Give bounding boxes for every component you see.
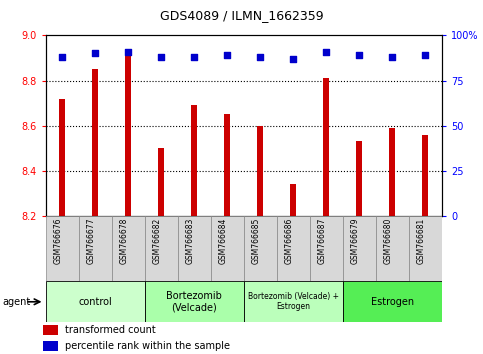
Bar	[92, 69, 99, 216]
Bar	[257, 126, 263, 216]
Point	[256, 54, 264, 60]
Bar	[244, 281, 343, 322]
Bar	[356, 142, 362, 216]
Bar	[211, 216, 244, 281]
Bar	[79, 216, 112, 281]
Point	[355, 52, 363, 58]
Bar	[225, 114, 230, 216]
Point	[91, 51, 99, 56]
Point	[289, 56, 297, 62]
Text: GSM766685: GSM766685	[252, 218, 260, 264]
Point	[190, 54, 198, 60]
Bar	[145, 281, 244, 322]
Text: GSM766683: GSM766683	[185, 218, 194, 264]
Bar	[310, 216, 343, 281]
Text: GSM766682: GSM766682	[153, 218, 161, 264]
Bar	[145, 216, 178, 281]
Text: GSM766676: GSM766676	[54, 218, 62, 264]
Text: GSM766681: GSM766681	[416, 218, 426, 264]
Bar	[409, 216, 442, 281]
Bar	[46, 281, 145, 322]
Text: GSM766680: GSM766680	[384, 218, 392, 264]
Text: percentile rank within the sample: percentile rank within the sample	[65, 341, 230, 351]
Text: transformed count: transformed count	[65, 325, 156, 335]
Point	[323, 49, 330, 55]
Text: agent: agent	[2, 297, 30, 307]
Point	[422, 52, 429, 58]
Text: Bortezomib
(Velcade): Bortezomib (Velcade)	[167, 291, 222, 313]
Bar	[343, 281, 442, 322]
Text: GSM766677: GSM766677	[86, 218, 95, 264]
Text: GSM766687: GSM766687	[317, 218, 327, 264]
Bar	[324, 78, 329, 216]
Bar	[343, 216, 376, 281]
Bar	[244, 216, 277, 281]
Bar	[43, 341, 58, 351]
Point	[224, 52, 231, 58]
Text: GDS4089 / ILMN_1662359: GDS4089 / ILMN_1662359	[160, 9, 323, 22]
Bar	[423, 135, 428, 216]
Bar	[277, 216, 310, 281]
Point	[388, 54, 396, 60]
Bar	[112, 216, 145, 281]
Text: GSM766679: GSM766679	[351, 218, 359, 264]
Text: Estrogen: Estrogen	[371, 297, 414, 307]
Text: GSM766686: GSM766686	[284, 218, 293, 264]
Bar	[158, 148, 164, 216]
Point	[58, 54, 66, 60]
Text: GSM766684: GSM766684	[218, 218, 227, 264]
Bar	[46, 216, 79, 281]
Bar	[126, 56, 131, 216]
Bar	[43, 325, 58, 335]
Text: GSM766678: GSM766678	[119, 218, 128, 264]
Text: Bortezomib (Velcade) +
Estrogen: Bortezomib (Velcade) + Estrogen	[248, 292, 339, 312]
Bar	[290, 184, 297, 216]
Bar	[376, 216, 409, 281]
Bar	[389, 128, 396, 216]
Text: control: control	[79, 297, 112, 307]
Bar	[59, 98, 65, 216]
Bar	[178, 216, 211, 281]
Point	[157, 54, 165, 60]
Point	[125, 49, 132, 55]
Bar	[191, 105, 198, 216]
